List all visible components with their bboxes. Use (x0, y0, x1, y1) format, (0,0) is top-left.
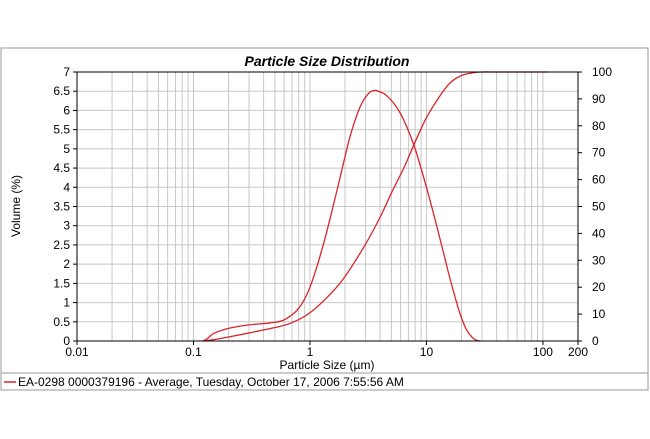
x-tick-label: 100 (533, 345, 553, 359)
x-tick-label: 0.01 (65, 345, 89, 359)
y2-tick-label: 40 (592, 226, 606, 240)
y-tick-label: 3 (63, 219, 70, 233)
x-tick-label: 10 (420, 345, 434, 359)
y2-tick-label: 0 (592, 334, 599, 348)
y-tick-label: 1.5 (53, 276, 70, 290)
y-tick-label: 5.5 (53, 123, 70, 137)
y-tick-label: 0.5 (53, 315, 70, 329)
x-tick-label: 200 (568, 345, 588, 359)
y-axis-label: Volume (%) (9, 175, 23, 237)
y-tick-label: 4.5 (53, 161, 70, 175)
y2-tick-label: 50 (592, 200, 606, 214)
y-tick-label: 2 (63, 257, 70, 271)
x-tick-label: 1 (307, 345, 314, 359)
chart-title: Particle Size Distribution (245, 53, 410, 69)
y2-tick-label: 80 (592, 119, 606, 133)
y2-tick-label: 10 (592, 307, 606, 321)
y2-tick-label: 20 (592, 280, 606, 294)
y-tick-label: 2.5 (53, 238, 70, 252)
y2-tick-label: 90 (592, 92, 606, 106)
x-axis-label: Particle Size (µm) (280, 358, 375, 372)
y-tick-label: 3.5 (53, 200, 70, 214)
y-tick-label: 6 (63, 103, 70, 117)
volume-density-line (202, 89, 481, 342)
left-axis-ticks: 0 0.5 1 1.5 2 2.5 3 3.5 4 4.5 5 5.5 6 6.5 7 (53, 65, 77, 348)
legend-entry: EA-0298 0000379196 - Average, Tuesday, O… (18, 375, 404, 389)
y2-tick-label: 60 (592, 173, 606, 187)
right-axis-ticks: 0 10 20 30 40 50 60 70 80 90 100 (578, 65, 612, 348)
y-tick-label: 6.5 (53, 84, 70, 98)
x-tick-label: 0.1 (185, 345, 202, 359)
y2-tick-label: 30 (592, 253, 606, 267)
x-axis-ticks: 0.01 0.1 1 10 100 200 (65, 341, 588, 359)
y-tick-label: 1 (63, 296, 70, 310)
y2-tick-label: 70 (592, 146, 606, 160)
y-tick-label: 7 (63, 65, 70, 79)
chart-border (0, 47, 649, 391)
y-tick-label: 4 (63, 180, 70, 194)
y-tick-label: 5 (63, 142, 70, 156)
y-tick-label: 0 (63, 334, 70, 348)
y2-tick-label: 100 (592, 65, 612, 79)
